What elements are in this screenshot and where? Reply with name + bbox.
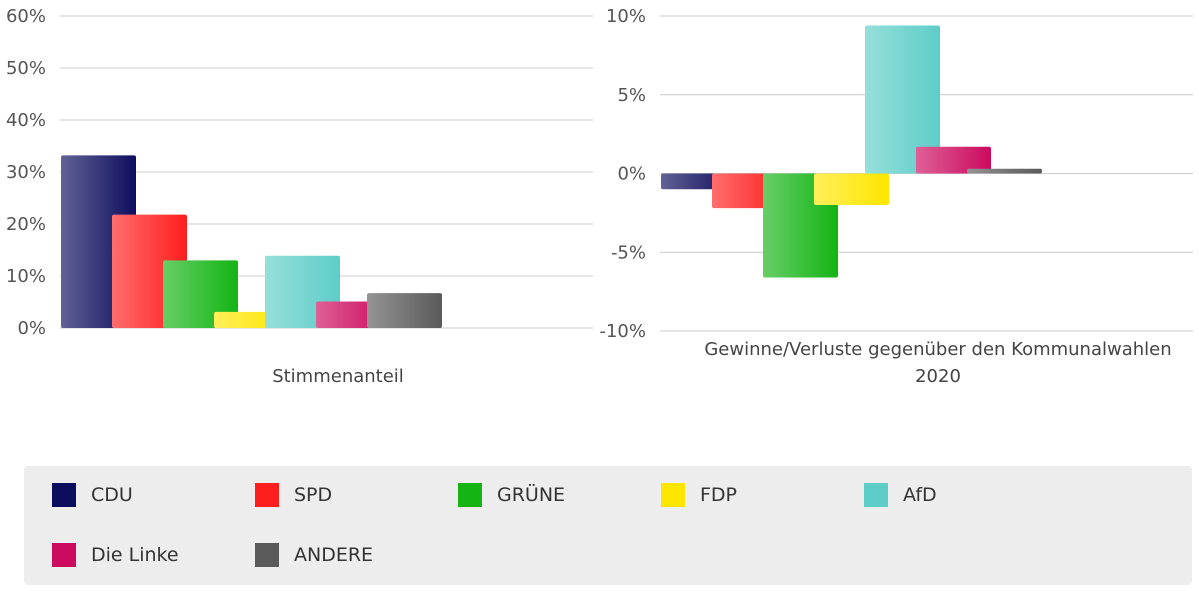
legend-label: Die Linke [91, 544, 179, 566]
legend-label: FDP [700, 484, 738, 506]
bar-andere[interactable] [367, 293, 442, 328]
legend-swatch [458, 483, 482, 507]
legend-item-die-linke[interactable]: Die Linke [52, 541, 179, 569]
legend-item-cdu[interactable]: CDU [52, 481, 133, 509]
y-tick-label: 10% [606, 6, 646, 27]
legend-item-spd[interactable]: SPD [255, 481, 332, 509]
y-tick-label: 30% [6, 162, 46, 183]
legend-item-gruene[interactable]: GRÜNE [458, 481, 565, 509]
vote-share-chart: 0% 10% 20% 30% 40% 50% 60% Stimmenanteil [6, 6, 593, 387]
legend: CDU SPD GRÜNE FDP AfD Die Linke ANDERE [24, 466, 1192, 585]
bar-fdp[interactable] [814, 173, 889, 206]
y-tick-label: -5% [611, 242, 646, 263]
legend-label: GRÜNE [497, 484, 566, 506]
legend-swatch [864, 483, 888, 507]
bar-afd[interactable] [865, 25, 940, 174]
legend-label: CDU [91, 484, 133, 506]
x-axis-label: Stimmenanteil [272, 366, 404, 387]
legend-swatch [52, 543, 76, 567]
legend-label: AfD [903, 484, 937, 506]
legend-item-andere[interactable]: ANDERE [255, 541, 373, 569]
bar-gruene[interactable] [163, 260, 238, 328]
legend-label: SPD [294, 484, 333, 506]
y-tick-label: 0% [617, 164, 646, 185]
gains-losses-chart: -10% -5% 0% 5% 10% Gewinne/Verluste gegenüber… [599, 6, 1193, 387]
charts-canvas: 0% 10% 20% 30% 40% 50% 60% Stimmenanteil -10% -5… [6, 6, 1193, 387]
legend-swatch [255, 543, 279, 567]
y-tick-label: 10% [6, 266, 46, 287]
y-tick-label: 40% [6, 110, 46, 131]
y-tick-label: 5% [617, 85, 646, 106]
legend-swatch [661, 483, 685, 507]
y-tick-label: -10% [599, 321, 646, 342]
y-tick-label: 60% [6, 6, 46, 27]
bar-andere[interactable] [967, 168, 1042, 174]
legend-item-afd[interactable]: AfD [864, 481, 937, 509]
legend-swatch [52, 483, 76, 507]
y-tick-label: 50% [6, 58, 46, 79]
legend-label: ANDERE [294, 544, 374, 566]
bar-die-linke[interactable] [916, 146, 991, 174]
y-tick-label: 0% [17, 318, 46, 339]
legend-item-fdp[interactable]: FDP [661, 481, 737, 509]
legend-swatch [255, 483, 279, 507]
x-axis-label: Gewinne/Verluste gegenüber den Kommunalw… [704, 339, 1171, 387]
y-tick-label: 20% [6, 214, 46, 235]
